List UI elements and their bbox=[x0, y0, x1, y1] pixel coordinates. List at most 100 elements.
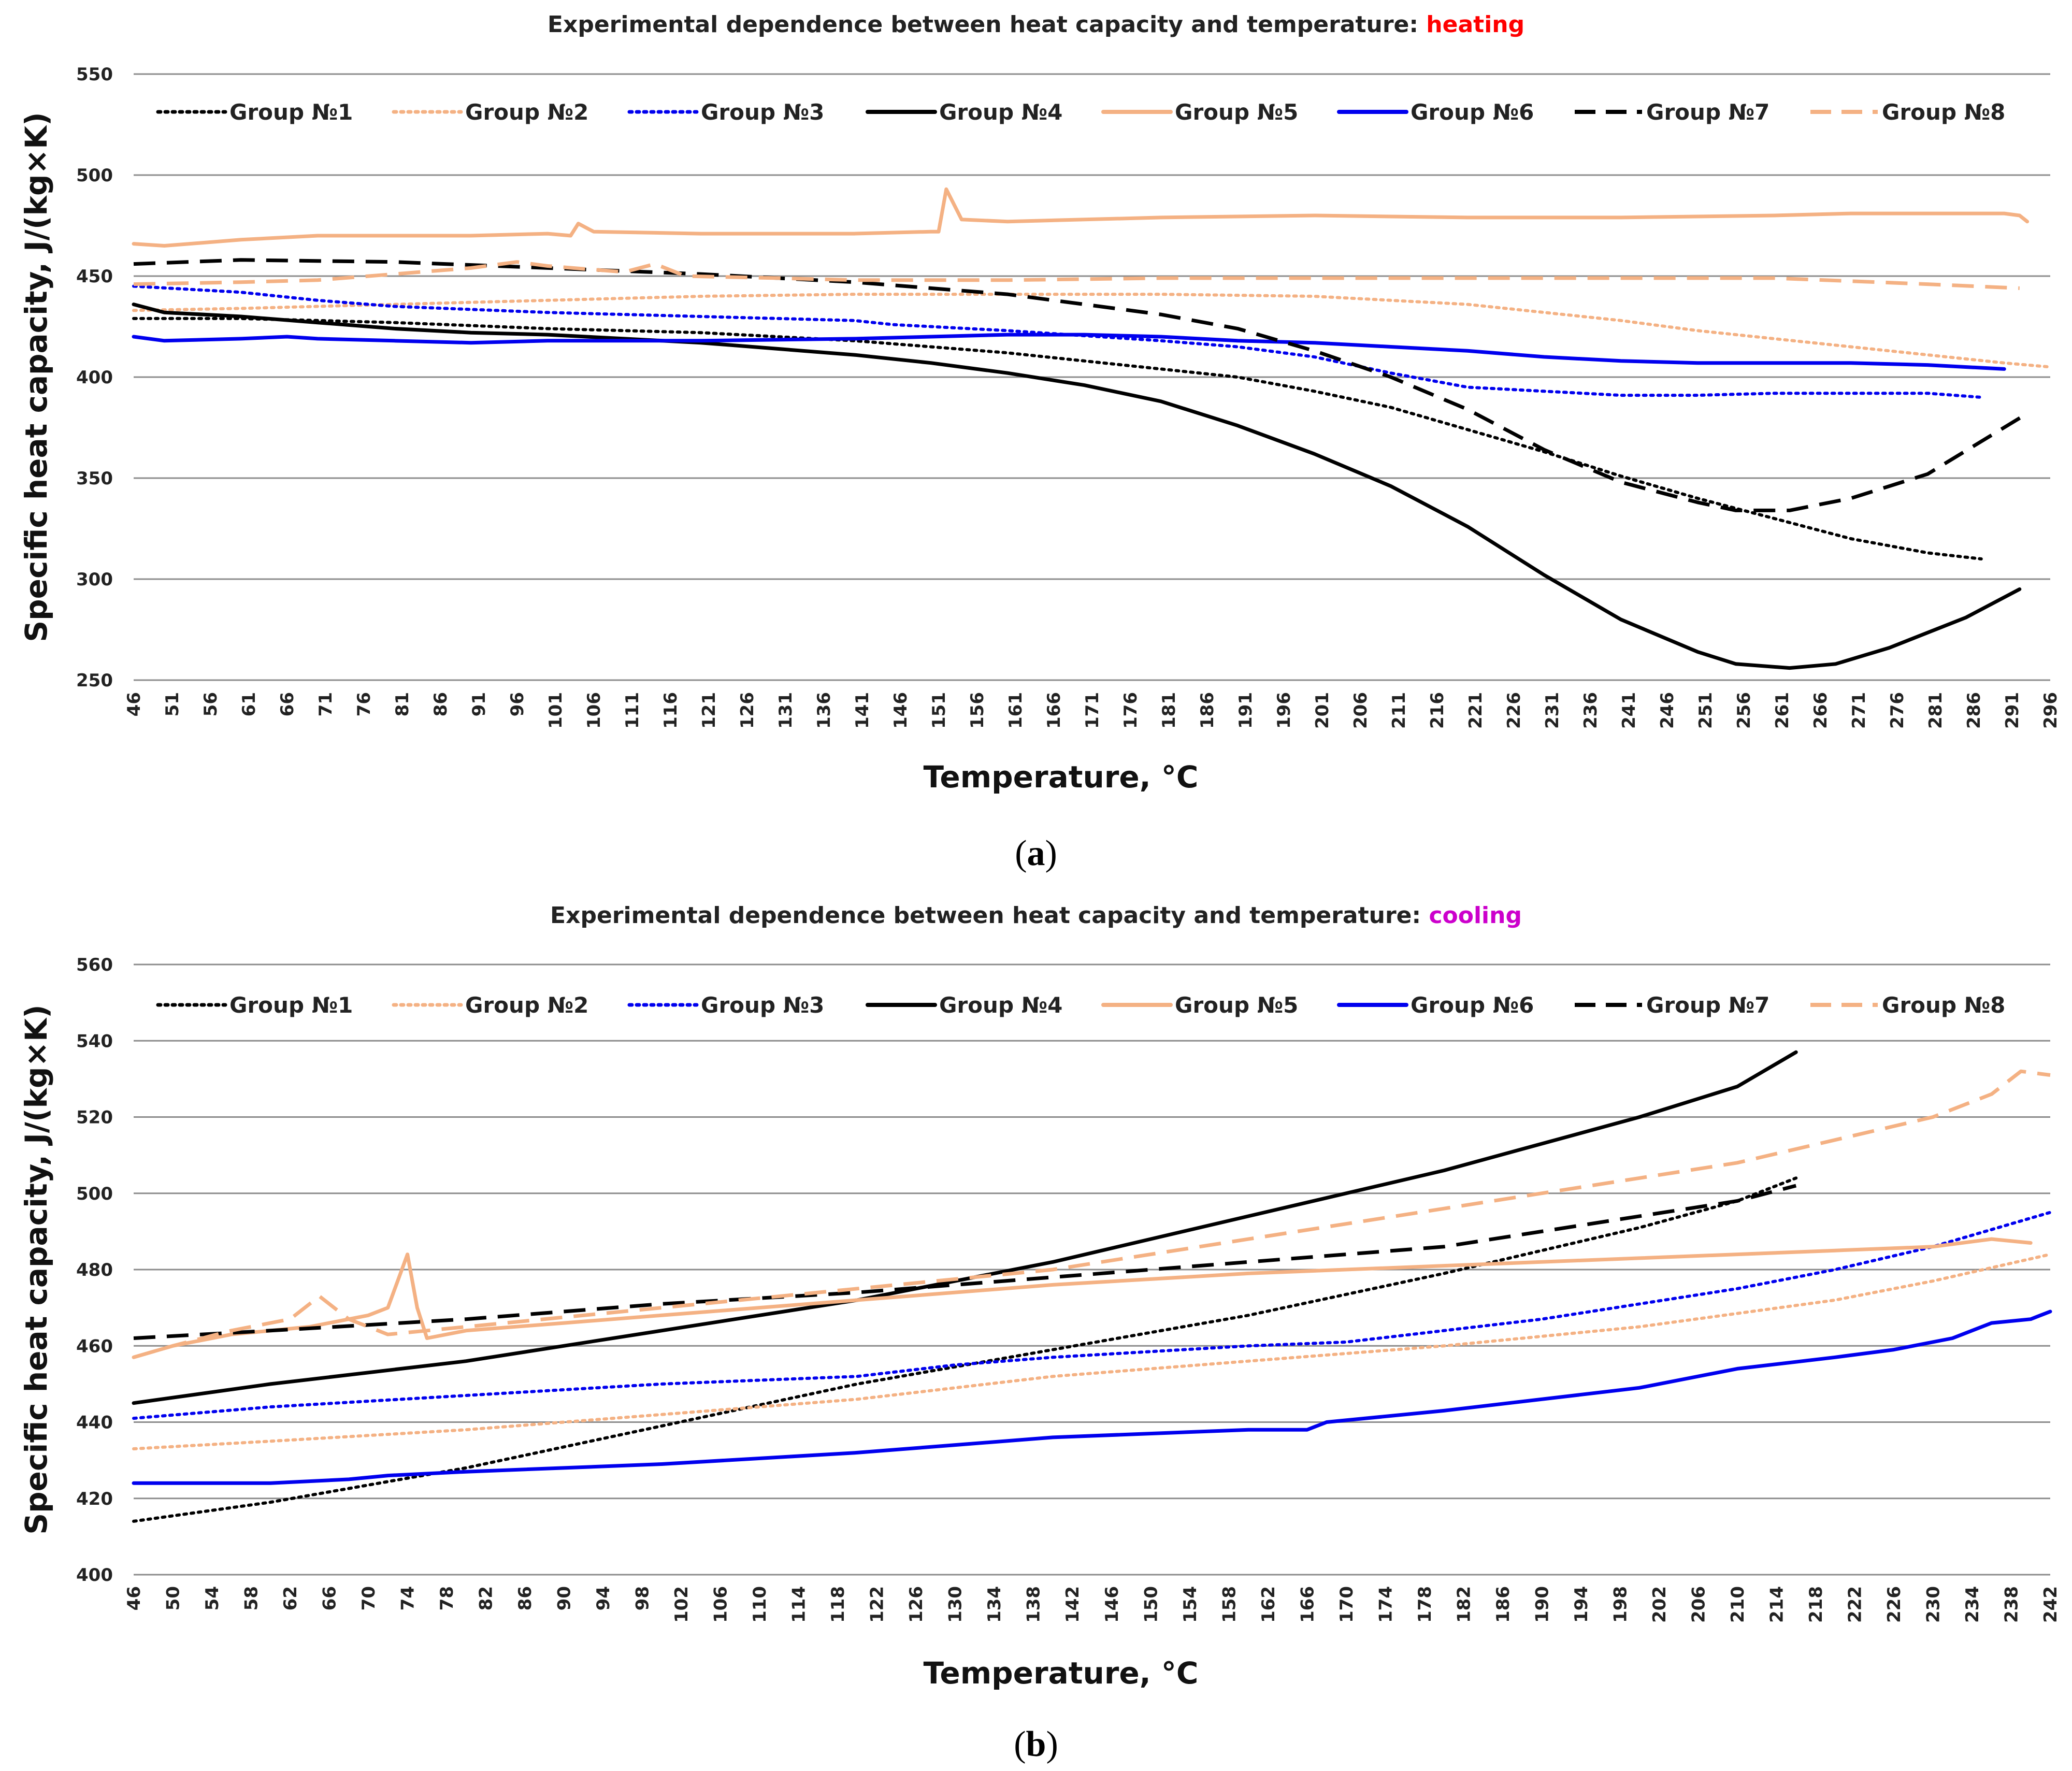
cooling-x-tick-label: 186 bbox=[1493, 1586, 1514, 1623]
cooling-x-tick-label: 154 bbox=[1180, 1586, 1201, 1623]
heating-y-tick-label: 550 bbox=[76, 64, 113, 85]
heating-x-tick-label: 111 bbox=[622, 692, 643, 729]
cooling-x-tick-label: 66 bbox=[320, 1586, 340, 1610]
heating-x-tick-label: 101 bbox=[545, 692, 566, 729]
heating-x-tick-label: 246 bbox=[1657, 692, 1678, 729]
cooling-x-tick-label: 74 bbox=[398, 1586, 419, 1610]
cooling-x-tick-label: 46 bbox=[124, 1586, 145, 1610]
cooling-x-tick-label: 50 bbox=[163, 1586, 184, 1610]
heating-y-tick-label: 250 bbox=[76, 670, 113, 691]
heating-x-tick-label: 261 bbox=[1772, 692, 1793, 729]
cooling-x-tick-label: 230 bbox=[1923, 1586, 1944, 1623]
heating-x-tick-label: 186 bbox=[1197, 692, 1218, 729]
cooling-x-tick-label: 134 bbox=[984, 1586, 1005, 1623]
heating-legend-label-group-1: Group №1 bbox=[229, 99, 353, 125]
heating-legend-label-group-4: Group №4 bbox=[939, 99, 1062, 125]
cooling-x-tick-label: 78 bbox=[437, 1586, 457, 1610]
cooling-chart-panel: Experimental dependence between heat cap… bbox=[19, 902, 2061, 1764]
cooling-x-tick-label: 110 bbox=[750, 1586, 770, 1623]
cooling-y-tick-label: 540 bbox=[76, 1031, 113, 1052]
cooling-series-line-group-1 bbox=[132, 1176, 1798, 1523]
cooling-x-tick-label: 130 bbox=[945, 1586, 966, 1623]
cooling-x-tick-label: 218 bbox=[1806, 1586, 1826, 1623]
heating-series-line-group-5 bbox=[132, 187, 2030, 248]
cooling-x-tick-label: 190 bbox=[1532, 1586, 1552, 1623]
cooling-title-highlight: cooling bbox=[1429, 902, 1522, 929]
heating-x-tick-label: 236 bbox=[1580, 692, 1601, 729]
cooling-x-tick-label: 202 bbox=[1649, 1586, 1670, 1623]
cooling-panel-label: (b) bbox=[1014, 1724, 1058, 1764]
cooling-x-tick-label: 238 bbox=[2001, 1586, 2022, 1623]
cooling-x-tick-label: 174 bbox=[1375, 1586, 1396, 1623]
heating-x-tick-label: 181 bbox=[1159, 692, 1179, 729]
heating-x-tick-label: 141 bbox=[852, 692, 873, 729]
cooling-x-tick-label: 158 bbox=[1219, 1586, 1240, 1623]
heating-x-tick-label: 81 bbox=[392, 692, 413, 716]
cooling-x-tick-label: 146 bbox=[1102, 1586, 1123, 1623]
heating-series-line-group-4 bbox=[132, 303, 2022, 670]
cooling-legend-label-group-3: Group №3 bbox=[701, 992, 824, 1018]
cooling-x-tick-label: 90 bbox=[554, 1586, 575, 1610]
cooling-x-tick-label: 194 bbox=[1571, 1586, 1592, 1623]
heating-y-tick-label: 400 bbox=[76, 367, 113, 388]
heating-x-tick-label: 241 bbox=[1619, 692, 1639, 729]
heating-x-tick-label: 146 bbox=[890, 692, 911, 729]
heating-x-tick-label: 161 bbox=[1005, 692, 1026, 729]
heating-x-tick-label: 196 bbox=[1274, 692, 1294, 729]
cooling-x-tick-label: 214 bbox=[1766, 1586, 1787, 1623]
heating-x-tick-label: 46 bbox=[124, 692, 145, 716]
cooling-legend-label-group-1: Group №1 bbox=[229, 992, 353, 1018]
cooling-x-tick-label: 102 bbox=[671, 1586, 692, 1623]
cooling-y-tick-label: 480 bbox=[76, 1260, 113, 1280]
cooling-x-axis-label: Temperature, °C bbox=[924, 1655, 1199, 1691]
heating-x-tick-label: 231 bbox=[1542, 692, 1563, 729]
cooling-x-tick-label: 106 bbox=[711, 1586, 731, 1623]
heating-x-tick-label: 296 bbox=[2040, 692, 2061, 729]
heating-x-tick-label: 256 bbox=[1734, 692, 1754, 729]
heating-legend-label-group-7: Group №7 bbox=[1646, 99, 1769, 125]
cooling-x-tick-label: 242 bbox=[2040, 1586, 2061, 1623]
heating-x-tick-label: 71 bbox=[315, 692, 336, 716]
cooling-x-tick-label: 122 bbox=[867, 1586, 888, 1623]
cooling-x-tick-label: 82 bbox=[476, 1586, 497, 1610]
cooling-chart-title: Experimental dependence between heat cap… bbox=[550, 902, 1522, 929]
heating-series-line-group-1 bbox=[132, 316, 1983, 560]
cooling-series-line-group-8 bbox=[133, 1069, 2051, 1359]
cooling-x-tick-label: 210 bbox=[1728, 1586, 1748, 1623]
cooling-y-tick-label: 500 bbox=[76, 1184, 113, 1204]
heating-x-tick-label: 131 bbox=[775, 692, 796, 729]
heating-x-tick-label: 276 bbox=[1887, 692, 1908, 729]
heating-x-tick-label: 56 bbox=[200, 692, 221, 716]
cooling-series-line-group-4 bbox=[132, 1050, 1798, 1405]
cooling-series-line-group-7 bbox=[133, 1184, 1797, 1340]
cooling-x-tick-label: 114 bbox=[789, 1586, 810, 1623]
cooling-legend-label-group-2: Group №2 bbox=[465, 992, 588, 1018]
cooling-x-tick-label: 222 bbox=[1845, 1586, 1865, 1623]
cooling-series-line-group-5 bbox=[132, 1237, 2033, 1359]
heating-x-tick-label: 171 bbox=[1082, 692, 1103, 729]
cooling-x-tick-label: 138 bbox=[1024, 1586, 1044, 1623]
heating-y-tick-label: 500 bbox=[76, 165, 113, 186]
heating-x-tick-label: 216 bbox=[1427, 692, 1448, 729]
heating-x-tick-label: 251 bbox=[1695, 692, 1716, 729]
heating-x-tick-label: 271 bbox=[1849, 692, 1869, 729]
heating-legend-label-group-8: Group №8 bbox=[1882, 99, 2005, 125]
heating-x-tick-label: 211 bbox=[1389, 692, 1409, 729]
heating-series-line-group-2 bbox=[132, 293, 2052, 369]
heating-y-tick-label: 450 bbox=[76, 266, 113, 287]
heating-legend-label-group-3: Group №3 bbox=[701, 99, 824, 125]
heating-y-tick-label: 350 bbox=[76, 468, 113, 489]
cooling-y-tick-label: 520 bbox=[76, 1107, 113, 1128]
heating-series-line-group-8 bbox=[133, 260, 2020, 290]
cooling-x-tick-label: 166 bbox=[1297, 1586, 1318, 1623]
heating-x-tick-label: 226 bbox=[1504, 692, 1524, 729]
cooling-x-tick-label: 162 bbox=[1258, 1586, 1279, 1623]
cooling-legend-label-group-7: Group №7 bbox=[1646, 992, 1769, 1018]
cooling-y-tick-label: 420 bbox=[76, 1489, 113, 1509]
cooling-x-tick-label: 126 bbox=[906, 1586, 927, 1623]
cooling-y-axis-label: Specific heat capacity, J/(kg×K) bbox=[19, 1004, 54, 1534]
cooling-x-tick-label: 170 bbox=[1336, 1586, 1357, 1623]
cooling-legend-label-group-5: Group №5 bbox=[1175, 992, 1298, 1018]
heating-x-tick-label: 91 bbox=[469, 692, 490, 716]
